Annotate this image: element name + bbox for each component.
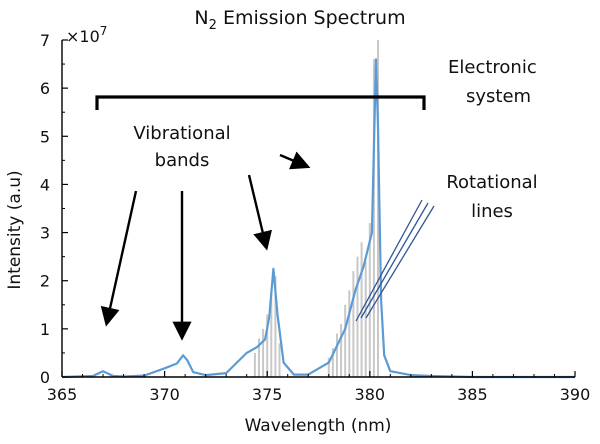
rotational-pointer-lines — [355, 199, 435, 322]
vibrational-label-line1: Vibrational — [133, 123, 230, 144]
vibrational-label-line2: bands — [155, 150, 210, 171]
envelope-line — [61, 58, 575, 379]
electronic-label-line2: system — [466, 86, 531, 107]
y-tick-label: 1 — [40, 320, 50, 339]
x-tick-label: 365 — [47, 385, 78, 404]
y-tick-label: 3 — [40, 224, 50, 243]
x-tick-label: 370 — [149, 385, 180, 404]
y-tick-label: 7 — [40, 31, 50, 50]
vibrational-arrow-3 — [247, 174, 272, 251]
vibrational-arrow-1 — [100, 190, 138, 327]
x-tick-label: 375 — [252, 385, 283, 404]
y-axis-multiplier: ×107 — [66, 24, 107, 46]
y-tick-label: 0 — [40, 368, 50, 387]
y-axis-label: Intensity (a.u) — [5, 170, 25, 289]
rotational-lines-group — [253, 40, 380, 377]
rotational-pointer-2 — [360, 202, 429, 319]
x-tick-label: 380 — [355, 385, 386, 404]
y-tick-label: 5 — [40, 127, 50, 146]
x-tick-label: 385 — [457, 385, 488, 404]
chart-title: N2 Emission Spectrum — [194, 7, 405, 33]
x-axis-label: Wavelength (nm) — [245, 416, 392, 436]
y-axis-ticks: 0 1 2 3 4 5 6 7 — [40, 31, 68, 387]
rotational-label-line2: lines — [471, 201, 513, 222]
x-axis-ticks: 365 370 375 380 385 390 — [47, 371, 591, 404]
y-tick-label: 6 — [40, 79, 50, 98]
y-tick-label: 4 — [40, 175, 50, 194]
x-tick-label: 390 — [560, 385, 591, 404]
rotational-pointer-3 — [365, 205, 435, 319]
electronic-system-bracket — [95, 95, 426, 110]
rotational-label-line1: Rotational — [446, 172, 537, 193]
envelope-group — [61, 58, 575, 379]
electronic-label-line1: Electronic — [448, 57, 537, 78]
vibrational-arrow-4 — [279, 151, 311, 170]
y-tick-label: 2 — [40, 272, 50, 291]
rotational-pointer-1 — [355, 199, 423, 322]
